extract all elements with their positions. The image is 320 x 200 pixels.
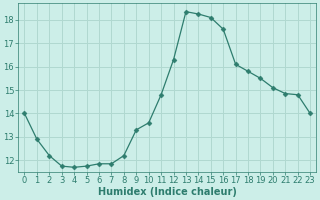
X-axis label: Humidex (Indice chaleur): Humidex (Indice chaleur)	[98, 187, 237, 197]
